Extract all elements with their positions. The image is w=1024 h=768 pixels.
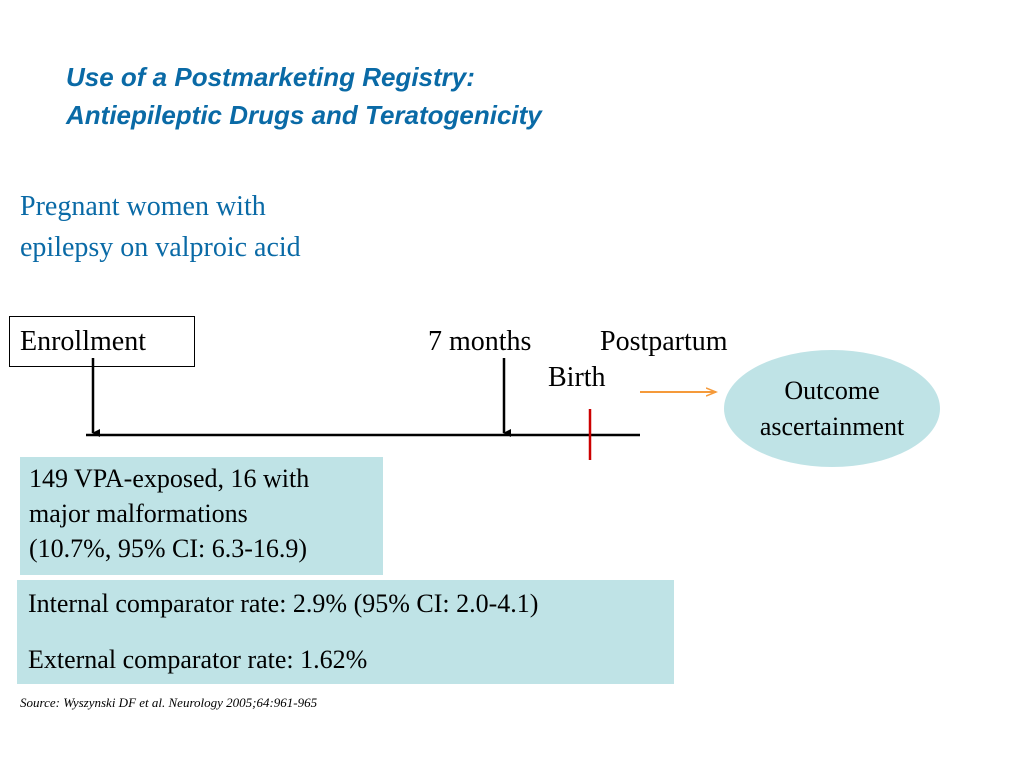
enrollment-box: [9, 316, 195, 367]
internal-comparator-rate: Internal comparator rate: 2.9% (95% CI: …: [28, 589, 539, 618]
seven-months-label: 7 months: [428, 326, 532, 357]
enrollment-label: Enrollment: [20, 326, 146, 357]
population-line-2: epilepsy on valproic acid: [20, 232, 301, 263]
population-description: Pregnant women with epilepsy on valproic…: [20, 186, 301, 268]
source-citation: Source: Wyszynski DF et al. Neurology 20…: [20, 695, 318, 710]
title-line-1: Use of a Postmarketing Registry:: [66, 62, 475, 92]
title-line-2: Antiepileptic Drugs and Teratogenicity: [66, 100, 542, 130]
birth-label: Birth: [548, 362, 606, 393]
results-line-3: (10.7%, 95% CI: 6.3-16.9): [29, 534, 308, 563]
population-line-1: Pregnant women with: [20, 191, 266, 222]
outcome-ellipse: Outcome ascertainment: [724, 350, 940, 467]
external-comparator-rate: External comparator rate: 1.62%: [28, 645, 368, 674]
outcome-line-2: ascertainment: [759, 411, 905, 441]
slide-title: Use of a Postmarketing Registry: Antiepi…: [66, 58, 542, 134]
comparator-box: Internal comparator rate: 2.9% (95% CI: …: [17, 580, 674, 684]
outcome-line-1: Outcome: [784, 375, 880, 405]
results-line-1: 149 VPA-exposed, 16 with: [29, 464, 310, 493]
postpartum-label: Postpartum: [600, 326, 728, 357]
results-line-2: major malformations: [29, 499, 248, 528]
results-box: 149 VPA-exposed, 16 with major malformat…: [20, 457, 383, 575]
